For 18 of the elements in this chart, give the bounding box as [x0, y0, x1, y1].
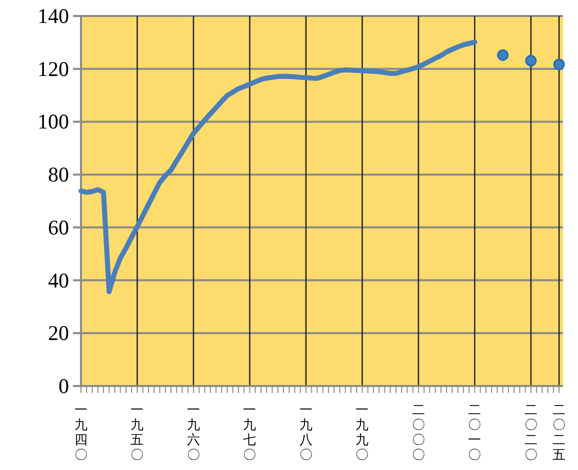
x-tick-label: 二〇〇〇 — [412, 403, 425, 463]
y-tick-label: 60 — [48, 215, 69, 240]
y-tick-label: 40 — [48, 268, 69, 292]
x-tick-label: 一九七〇 — [243, 403, 256, 463]
x-tick-label: 一九四〇 — [74, 403, 88, 463]
y-tick-label: 0 — [58, 374, 69, 398]
x-tick-label: 二〇二五 — [552, 403, 566, 463]
y-tick-label: 140 — [38, 4, 69, 28]
x-tick-label: 一九九〇 — [356, 403, 369, 463]
y-tick-label: 120 — [38, 56, 69, 81]
y-tick-label: 100 — [38, 110, 69, 134]
x-tick-label: 二〇一〇 — [468, 403, 482, 463]
x-tick-label: 一九八〇 — [299, 403, 312, 463]
x-tick-label: 一九五〇 — [130, 403, 144, 463]
x-tick-label: 一九六〇 — [186, 403, 200, 463]
y-tick-label: 80 — [48, 162, 69, 187]
y-tick-label: 20 — [48, 321, 69, 346]
x-tick-label: 二〇二〇 — [524, 403, 538, 463]
